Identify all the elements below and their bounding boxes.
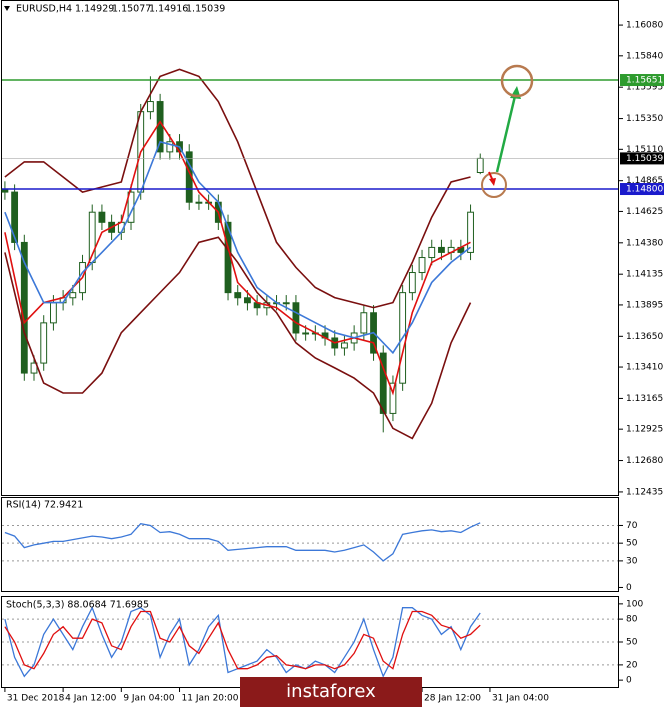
candle-body xyxy=(69,292,77,299)
y-tick-label: 80 xyxy=(626,615,638,625)
x-tick-label: 9 Jan 04:00 xyxy=(123,694,175,704)
y-tick-label: 1.15595 xyxy=(626,83,663,93)
indicator-line xyxy=(4,522,481,562)
candle-body xyxy=(147,101,154,113)
candle-body xyxy=(195,201,203,204)
y-tick-label: 1.14865 xyxy=(626,176,663,186)
indicator-line xyxy=(4,140,471,355)
x-tick-label: 11 Jan 20:00 xyxy=(182,694,239,704)
entry-circle xyxy=(481,172,507,198)
x-tick-label: 4 Jan 12:00 xyxy=(65,694,117,704)
price-panel-frame xyxy=(1,0,619,496)
plot-layer: 1.16080 1.15840 1.15595 1.15350 1.15110 1.148… xyxy=(1,21,664,704)
y-tick-label: 1.13895 xyxy=(626,300,663,310)
indicator-line xyxy=(4,120,471,396)
candle-body xyxy=(50,302,57,324)
candle-body xyxy=(360,312,368,334)
y-tick-label: 1.14625 xyxy=(626,207,663,217)
candle-body xyxy=(389,382,397,414)
level-label: 1.14800 xyxy=(626,185,663,195)
ohlc-open: 1.14929 xyxy=(75,4,114,15)
candle-body xyxy=(302,332,310,335)
symbol: EURUSD,H4 xyxy=(16,4,72,15)
y-tick-label: 1.14380 xyxy=(626,238,663,248)
candle-body xyxy=(282,302,290,305)
y-tick-label: 1.15350 xyxy=(626,114,663,124)
ohlc-low: 1.14916 xyxy=(149,4,188,15)
level-label-bg xyxy=(620,74,664,87)
candle-body xyxy=(166,141,174,153)
candle-body xyxy=(379,352,387,414)
y-tick-label: 1.15110 xyxy=(626,145,663,155)
y-tick-label: 1.12435 xyxy=(626,487,663,497)
target-circle xyxy=(500,64,534,98)
y-tick-label: 1.12680 xyxy=(626,456,663,466)
candle-body xyxy=(418,257,426,274)
x-tick-label: 31 Dec 2018 xyxy=(7,694,65,704)
y-tick-label: 0 xyxy=(626,583,632,593)
candle-body xyxy=(341,342,348,349)
y-tick-label: 70 xyxy=(626,521,638,531)
y-tick-label: 1.13165 xyxy=(626,394,663,404)
y-tick-label: 0 xyxy=(626,676,632,686)
y-tick-label: 1.15840 xyxy=(626,51,663,61)
x-tick-label: 28 Jan 12:00 xyxy=(424,694,481,704)
ohlc-close: 1.15039 xyxy=(186,4,225,15)
red-arrow-head xyxy=(489,178,496,186)
candle-body xyxy=(244,297,251,304)
y-tick-label: 1.13410 xyxy=(626,363,663,373)
y-tick-label: 30 xyxy=(626,556,638,566)
y-tick-label: 1.13650 xyxy=(626,332,663,342)
y-tick-label: 100 xyxy=(626,599,643,609)
candle-body xyxy=(98,211,106,223)
annotations xyxy=(481,64,534,198)
current-price-bg xyxy=(620,152,664,165)
candle-body xyxy=(292,302,300,334)
candle-body xyxy=(30,362,38,374)
y-tick-label: 50 xyxy=(626,539,638,549)
candle-body xyxy=(438,246,445,253)
candle-body xyxy=(11,191,19,243)
level-label-bg xyxy=(620,183,664,196)
candle-body xyxy=(40,322,48,364)
candle-body xyxy=(476,157,484,173)
rsi-panel-frame xyxy=(1,497,619,592)
ohlc-high: 1.15077 xyxy=(112,4,151,15)
y-tick-label: 1.14135 xyxy=(626,270,663,280)
y-tick-label: 1.16080 xyxy=(626,21,663,31)
watermark: instaforex xyxy=(286,681,376,702)
current-price-label: 1.15039 xyxy=(626,154,663,164)
candle-body xyxy=(467,211,474,253)
y-tick-label: 50 xyxy=(626,638,638,648)
forecast-arrow xyxy=(495,95,517,173)
y-tick-label: 1.12925 xyxy=(626,425,663,435)
watermark-banner xyxy=(240,677,422,707)
y-tick-label: 20 xyxy=(626,660,638,670)
x-tick-label: 31 Jan 04:00 xyxy=(492,694,549,704)
stoch-title: Stoch(5,3,3) 88.0684 71.6985 xyxy=(6,600,149,611)
dropdown-icon xyxy=(4,6,10,11)
candle-body xyxy=(408,272,416,294)
indicator-line xyxy=(4,606,481,678)
indicator-line xyxy=(4,236,472,440)
candle-body xyxy=(234,292,242,299)
indicator-line xyxy=(4,610,481,670)
rsi-title: RSI(14) 72.9421 xyxy=(6,500,83,511)
candle-body xyxy=(428,246,436,259)
level-label: 1.15651 xyxy=(626,76,663,86)
indicator-line xyxy=(4,68,471,309)
candle-body xyxy=(156,101,164,153)
